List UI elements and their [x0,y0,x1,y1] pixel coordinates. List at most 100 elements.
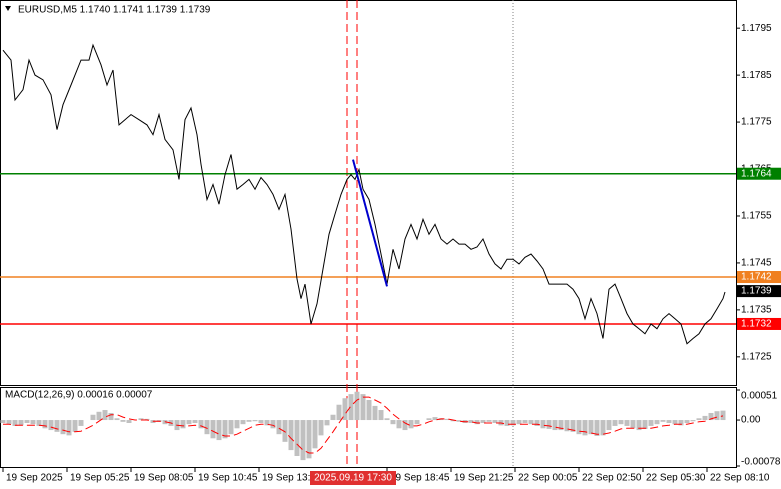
macd-bar [408,420,414,429]
macd-bar [312,420,318,449]
macd-bar [594,420,600,436]
macd-bar [354,391,360,421]
macd-bar [126,420,132,423]
macd-bar [366,400,372,421]
macd-bar [42,420,48,429]
macd-bar [702,415,708,421]
macd-bar [486,420,492,422]
macd-bar [672,420,678,425]
macd-bar [708,412,714,421]
macd-bar [198,420,204,429]
macd-bar [384,418,390,421]
macd-bar [714,411,720,421]
macd-bar [330,414,336,421]
macd-bar [222,420,228,439]
level-label: 1.1764 [741,168,772,179]
macd-bar [0,420,6,423]
macd-bar [372,405,378,421]
macd-bar [204,420,210,435]
macd-bar [510,420,516,426]
macd-bar [468,420,474,423]
macd-bar [288,420,294,451]
macd-bar [546,420,552,429]
macd-bar [516,420,522,425]
macd-bar [582,420,588,436]
macd-bar [258,420,264,423]
panel-title: MACD(12,26,9) 0.00016 0.00007 [5,390,153,401]
macd-bar [444,418,450,421]
macd-bar [666,420,672,423]
macd-bar [720,410,726,421]
y-tick-label: 1.1745 [741,258,772,269]
y-tick-label: 1.1755 [741,211,772,222]
macd-bar [690,420,696,422]
y-tick-label: 1.1735 [741,305,772,316]
level-label-box [737,317,781,330]
macd-bar [276,420,282,435]
macd-bar [426,418,432,421]
macd-bar [678,420,684,426]
y-tick-label: 1.1785 [741,70,772,81]
level-label: 1.1732 [741,319,772,330]
macd-bar [96,411,102,421]
y-tick-label: 0.00 [741,415,761,426]
macd-bar [618,420,624,425]
macd-bar [78,420,84,426]
macd-bar [120,420,126,422]
x-tick-label: 19 Sep 2025 [6,473,63,484]
level-label-box [737,271,781,284]
macd-bar [54,420,60,432]
macd-bar [114,418,120,421]
macd-bar [48,420,54,431]
y-tick-label: 1.1725 [741,351,772,362]
x-tick-label: 19 Sep 13:25 [262,473,322,484]
macd-bar [576,420,582,435]
macd-bar [480,420,486,423]
x-tick-label: 19 Sep 08:05 [134,473,194,484]
macd-bar [216,420,222,441]
macd-bar [636,420,642,431]
price-label: 1.1739 [741,286,772,297]
macd-bar [606,420,612,431]
macd-bar [264,420,270,426]
macd-bar [72,420,78,432]
level-label: 1.1742 [741,272,772,283]
macd-bar [228,420,234,435]
macd-bar [432,417,438,421]
macd-bar [396,420,402,429]
macd-bar [456,420,462,422]
macd-bar [450,420,456,422]
macd-bar [414,420,420,425]
macd-bar [552,420,558,431]
macd-bar [60,420,66,435]
y-tick-label: 1.1775 [741,117,772,128]
macd-bar [492,420,498,423]
y-tick-label: 0.00051 [741,391,778,402]
macd-bar [630,420,636,429]
macd-panel-frame [0,387,737,468]
macd-bar [684,420,690,423]
macd-bar [648,420,654,426]
panel-title: EURUSD,M5 1.1740 1.1741 1.1739 1.1739 [18,5,211,16]
macd-bar [108,412,114,421]
trend-line [352,159,388,287]
macd-bar [282,420,288,442]
macd-bar [318,420,324,436]
y-tick-label: -0.00078 [741,457,781,468]
macd-bar [102,410,108,421]
macd-bar [390,420,396,425]
y-tick-label: 1.1795 [741,23,772,34]
x-tick-label: 22 Sep 08:10 [710,473,770,484]
macd-bar [612,420,618,426]
macd-bar [654,420,660,425]
macd-bar [324,420,330,426]
macd-bar [186,420,192,425]
macd-bar [90,414,96,421]
level-label-box [737,167,781,180]
macd-bar [558,420,564,431]
macd-bar [252,420,258,422]
macd-bar [474,420,480,425]
